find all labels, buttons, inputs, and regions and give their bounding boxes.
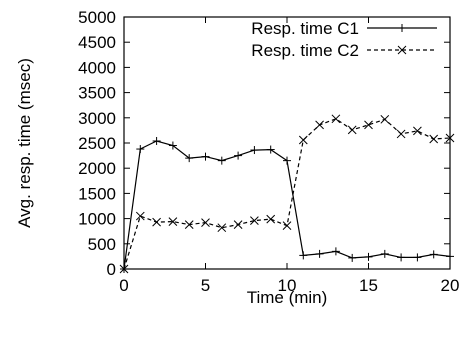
series-2-point — [119, 264, 129, 274]
series-layer — [119, 114, 455, 274]
series-2-point — [233, 220, 243, 230]
legend-marker — [397, 45, 407, 55]
legend-item: Resp. time C2 — [251, 41, 437, 60]
y-tick-label: 5000 — [78, 8, 116, 27]
series-1-point — [217, 156, 226, 165]
y-tick-label: 1500 — [78, 184, 116, 203]
y-tick-label: 3500 — [78, 84, 116, 103]
series-2-point — [201, 218, 210, 227]
series-2-point — [429, 134, 439, 144]
series-2-line — [123, 118, 451, 270]
series-2-point — [331, 114, 341, 124]
x-axis-label: Time (min) — [247, 288, 328, 307]
series-2-point — [298, 135, 308, 145]
series-2-point — [380, 114, 390, 124]
legend-label: Resp. time C1 — [251, 19, 359, 38]
series-2-point — [413, 126, 422, 136]
x-tick-label: 15 — [359, 276, 378, 295]
series-1-point — [250, 146, 259, 155]
series-2-point — [396, 129, 406, 139]
series-2-point — [152, 217, 161, 227]
legend-label: Resp. time C2 — [251, 41, 359, 60]
series-2-point — [266, 214, 276, 224]
x-tick-label: 5 — [201, 276, 210, 295]
series-2-point — [364, 120, 373, 130]
series-2-point — [217, 223, 227, 233]
y-tick-label: 500 — [88, 235, 116, 254]
series-1-point — [364, 252, 373, 261]
series-2-point — [168, 217, 178, 226]
series-1 — [120, 136, 454, 273]
series-1-point — [185, 154, 194, 163]
series-2-point — [250, 216, 259, 225]
y-tick-label: 4500 — [78, 33, 116, 52]
series-1-point — [413, 253, 422, 262]
series-1-point — [201, 152, 210, 161]
series-1-point — [315, 249, 324, 258]
ticks-layer: 0 500 1000 1500 2000 2500 3000 3500 4000 4500 5000… — [78, 8, 459, 295]
legend-marker — [398, 24, 406, 32]
y-axis-label: Avg. resp. time (msec) — [15, 58, 34, 228]
series-1-point — [152, 136, 161, 145]
x-tick-label: 10 — [278, 276, 297, 295]
series-2-point — [315, 120, 324, 130]
series-1-point — [429, 250, 438, 259]
legend-item: Resp. time C1 — [251, 19, 437, 38]
x-tick-label: 20 — [441, 276, 460, 295]
series-1-point — [348, 253, 357, 262]
series-1-point — [331, 247, 340, 256]
series-1-point — [299, 251, 308, 260]
series-2-point — [347, 125, 357, 135]
legend: Resp. time C1 Resp. time C2 — [251, 19, 437, 60]
series-2 — [119, 114, 455, 274]
series-2-point — [184, 220, 194, 230]
series-1-point — [266, 145, 275, 154]
series-2-point — [135, 211, 145, 221]
y-tick-label: 4000 — [78, 58, 116, 77]
series-2-point — [445, 133, 455, 143]
series-1-point — [283, 156, 291, 165]
y-tick-label: 3000 — [78, 109, 116, 128]
series-2-point — [282, 221, 292, 231]
y-tick-label: 2500 — [78, 134, 116, 153]
y-tick-label: 0 — [107, 260, 116, 279]
x-tick-label: 0 — [119, 276, 128, 295]
y-tick-label: 2000 — [78, 159, 116, 178]
series-1-point — [136, 145, 145, 154]
series-1-point — [446, 252, 454, 261]
series-1-point — [234, 151, 243, 160]
series-1-point — [397, 253, 406, 262]
y-tick-label: 1000 — [78, 210, 116, 229]
series-1-point — [380, 249, 389, 258]
series-1-point — [168, 141, 177, 150]
